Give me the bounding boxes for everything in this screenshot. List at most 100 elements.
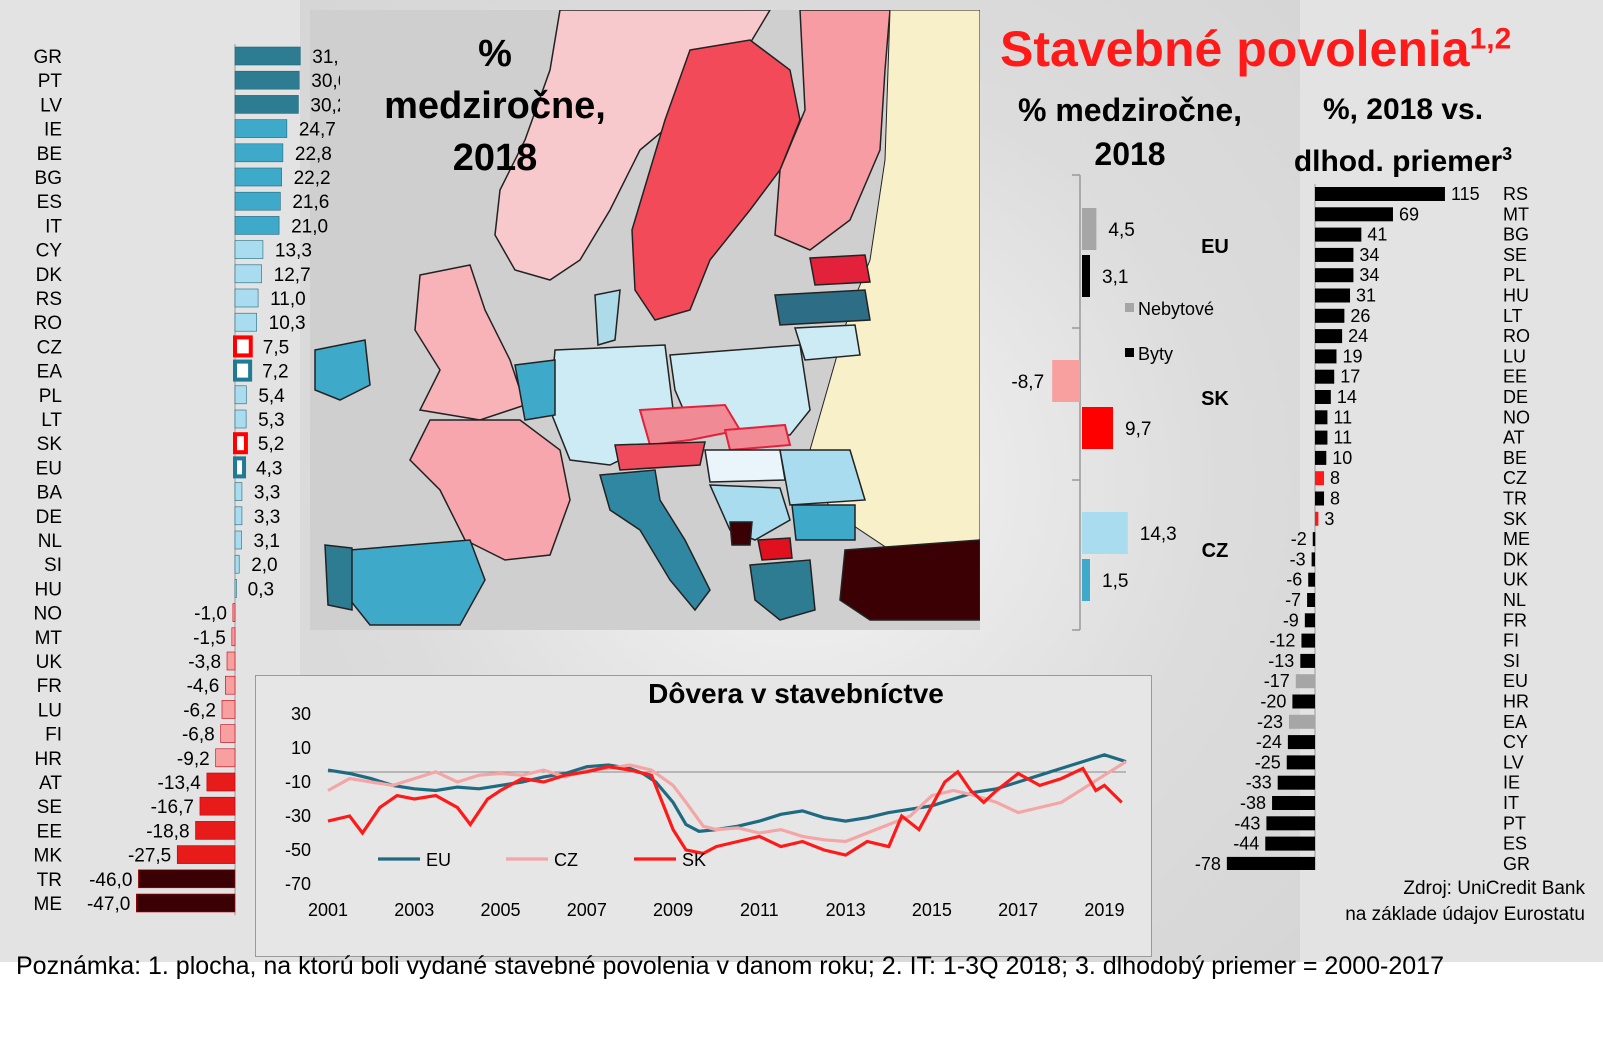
- right-value-label: -9: [1283, 610, 1299, 630]
- map-lithuania: [793, 324, 861, 361]
- map-romania: [779, 449, 866, 506]
- mid-bar: [1052, 360, 1080, 402]
- right-value-label: 11: [1333, 407, 1352, 427]
- right-category-label: UK: [1503, 570, 1528, 590]
- right-bar: [1315, 511, 1319, 526]
- map-turkey: [839, 539, 980, 621]
- left-value-label: 31,1: [312, 47, 340, 68]
- left-category-label: SI: [44, 555, 62, 576]
- right-bar: [1307, 593, 1315, 607]
- right-bar: [1301, 633, 1315, 648]
- map-title-line1: %: [478, 33, 512, 75]
- left-bar: [234, 240, 264, 259]
- left-category-label: HR: [35, 749, 62, 770]
- mid-value-label: 1,5: [1102, 571, 1128, 592]
- left-value-label: -27,5: [128, 846, 171, 867]
- line-x-tick: 2007: [567, 900, 607, 920]
- left-bar: [215, 748, 236, 768]
- left-value-label: 30,6: [311, 71, 340, 92]
- left-value-label: 5,3: [258, 410, 284, 431]
- right-value-label: 41: [1367, 225, 1387, 245]
- left-bar: [232, 603, 236, 622]
- left-bar: [234, 167, 282, 187]
- mid-bar-chart: 4,5 3,1 EU -8,7 9,7 SK 14,3 1,5 CZ Nebytové Byty: [1011, 174, 1229, 631]
- right-value-label: -2: [1291, 529, 1307, 549]
- right-category-label: EA: [1503, 712, 1527, 732]
- right-category-label: SE: [1503, 245, 1527, 265]
- right-bar: [1226, 856, 1315, 870]
- right-bar-chart: 115 RS 69 MT 41 BG 34 SE 34 PL 31 HU 26 LT 24 RO 19 LU 17 E…: [1195, 184, 1530, 870]
- map-title-line2: medziročne,: [384, 85, 606, 127]
- right-bar: [1315, 349, 1337, 364]
- left-bar: [234, 143, 284, 163]
- left-category-label: LU: [38, 700, 62, 721]
- right-category-label: ME: [1503, 529, 1530, 549]
- right-value-label: -13: [1268, 651, 1294, 671]
- right-category-label: ES: [1503, 834, 1527, 854]
- left-bar: [234, 506, 243, 526]
- left-bar: [199, 796, 236, 816]
- left-value-label: 13,3: [275, 241, 312, 262]
- legend-swatch-res: [1125, 348, 1134, 357]
- right-value-label: -33: [1246, 773, 1272, 793]
- main-title-sup: 1,2: [1469, 22, 1512, 56]
- left-bar: [234, 288, 259, 308]
- left-category-label: PT: [38, 71, 63, 92]
- left-category-label: DK: [36, 265, 63, 286]
- left-category-label: BE: [37, 144, 62, 165]
- right-category-label: LV: [1503, 752, 1524, 772]
- left-bar: [231, 627, 236, 647]
- right-bar: [1292, 694, 1315, 709]
- left-bar: [234, 385, 247, 405]
- right-category-label: BE: [1503, 448, 1527, 468]
- right-bar: [1289, 714, 1315, 729]
- map-title-line3: 2018: [452, 137, 538, 179]
- right-category-label: SI: [1503, 651, 1520, 671]
- left-value-label: -47,0: [87, 894, 130, 915]
- mid-bar: [1082, 208, 1097, 250]
- right-category-label: CZ: [1503, 468, 1527, 488]
- left-category-label: SK: [37, 434, 63, 455]
- left-bar: [234, 216, 280, 235]
- right-value-label: -6: [1286, 570, 1302, 590]
- right-value-label: 115: [1451, 184, 1480, 204]
- left-bar: [221, 700, 236, 719]
- line-y-tick: -50: [285, 840, 311, 860]
- left-value-label: 12,7: [274, 265, 311, 286]
- left-bar: [226, 651, 236, 671]
- source-note: Zdroj: UniCredit Bank na základe údajov …: [1215, 876, 1585, 928]
- left-category-label: ES: [37, 192, 62, 213]
- right-value-label: 24: [1348, 326, 1368, 346]
- left-category-label: LV: [40, 95, 62, 116]
- left-bar: [234, 579, 237, 598]
- right-title-line1: %, 2018 vs.: [1322, 93, 1484, 126]
- line-x-tick: 2013: [826, 900, 866, 920]
- right-value-label: -78: [1195, 854, 1221, 870]
- left-bar: [234, 312, 257, 332]
- right-value-label: 8: [1330, 468, 1340, 488]
- map-latvia: [774, 289, 871, 326]
- right-bar: [1308, 572, 1315, 587]
- left-value-label: 22,2: [294, 168, 331, 189]
- mid-bar: [1082, 407, 1114, 449]
- line-x-tick: 2003: [394, 900, 434, 920]
- line-legend-label: SK: [682, 850, 706, 870]
- left-bar: [233, 359, 253, 382]
- left-value-label: 5,4: [258, 386, 285, 407]
- left-category-label: HU: [35, 579, 62, 600]
- right-bar: [1287, 735, 1315, 750]
- left-bar: [206, 772, 236, 792]
- line-y-tick: -70: [285, 874, 311, 894]
- right-value-label: 34: [1359, 245, 1379, 265]
- left-category-label: GR: [34, 47, 63, 68]
- map-finland: [774, 10, 891, 251]
- map-czechia: [638, 403, 742, 447]
- left-bar: [233, 456, 247, 479]
- mid-chart-title: % medziročne, 2018: [1000, 88, 1260, 176]
- footnote: Poznámka: 1. plocha, na ktorú boli vydan…: [16, 952, 1444, 980]
- map-montenegro: [729, 521, 753, 546]
- right-category-label: PT: [1503, 813, 1526, 833]
- right-value-label: 17: [1340, 367, 1360, 387]
- right-value-label: -17: [1264, 671, 1290, 691]
- left-value-label: -3,8: [188, 652, 221, 673]
